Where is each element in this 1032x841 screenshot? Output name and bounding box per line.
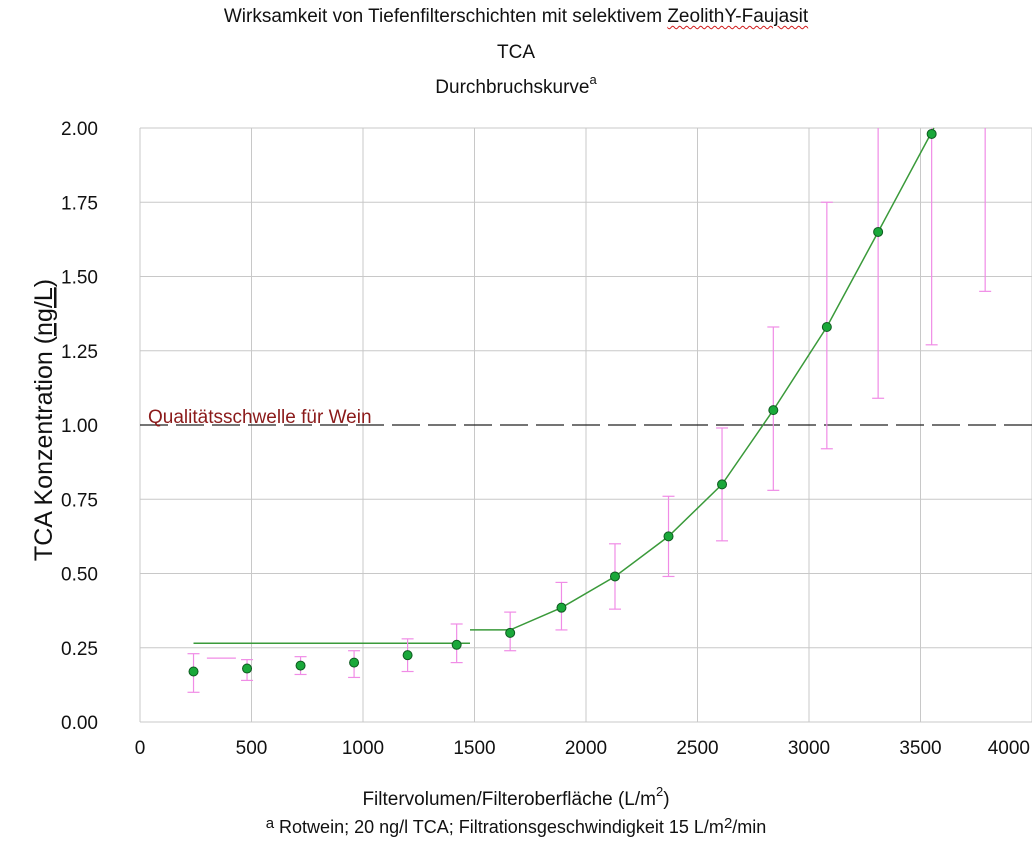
x-tick-label-7: 3500 (899, 738, 941, 759)
x-tick-label-0: 0 (135, 738, 146, 759)
x-tick-label-1: 500 (236, 738, 268, 759)
chart-title-line2: TCA (497, 42, 535, 63)
x-axis-label-superscript: 2 (655, 784, 664, 799)
data-point-14 (926, 128, 937, 139)
y-tick-label-0: 0.00 (61, 713, 98, 734)
title-line1-flagged-word: ZeolithY-Faujasit (667, 6, 809, 27)
data-point-7 (556, 602, 567, 613)
y-axis-label-suffix: ) (30, 279, 58, 287)
y-axis-label-prefix: TCA Konzentration ( (30, 335, 58, 561)
y-axis-label: TCA Konzentration (ng/L) (30, 279, 58, 561)
x-tick-label-2: 1000 (342, 738, 384, 759)
y-tick-label-7: 1.75 (61, 193, 98, 214)
title-line3-text: Durchbruchskurve (435, 77, 590, 98)
fit-line-segment-1 (470, 127, 935, 631)
x-axis-label: Filtervolumen/Filteroberfläche (L/m2) (0, 784, 1032, 811)
y-tick-label-2: 0.50 (61, 565, 98, 586)
y-tick-label-3: 0.75 (61, 490, 98, 511)
footnote: a Rotwein; 20 ng/l TCA; Filtrationsgesch… (0, 815, 1032, 838)
x-axis-label-end: ) (663, 789, 670, 810)
x-tick-label-5: 2500 (676, 738, 718, 759)
chart-title-line1: Wirksamkeit von Tiefenfilterschichten mi… (0, 6, 1032, 28)
y-axis-label-unit: ng/L (30, 287, 58, 336)
error-bar-13 (872, 128, 885, 399)
data-point-1 (242, 663, 253, 674)
y-tick-label-8: 2.00 (61, 119, 98, 140)
y-tick-label-5: 1.25 (61, 342, 98, 363)
title-line3-superscript: a (589, 72, 597, 87)
error-bar-14 (925, 128, 938, 346)
chart-title-line3: Durchbruchskurvea (0, 72, 1032, 99)
data-point-2 (295, 660, 306, 671)
title-line1-prefix: Wirksamkeit von Tiefenfilterschichten mi… (223, 6, 668, 27)
x-tick-label-6: 3000 (788, 738, 830, 759)
y-tick-label-6: 1.50 (61, 268, 98, 289)
x-tick-label-8: 4000 (988, 738, 1030, 759)
x-tick-label-3: 1500 (453, 738, 495, 759)
error-bar-15 (979, 128, 992, 292)
data-point-8 (609, 571, 620, 582)
threshold-label: Qualitätsschwelle für Wein (148, 407, 372, 428)
data-point-12 (821, 321, 832, 332)
data-point-5 (451, 639, 462, 650)
data-point-3 (349, 657, 360, 668)
footnote-end: /min (732, 817, 767, 837)
data-points (188, 128, 937, 677)
data-point-4 (402, 650, 413, 661)
y-tick-label-4: 1.00 (61, 416, 98, 437)
data-point-13 (873, 226, 884, 237)
data-point-11 (768, 405, 779, 416)
y-tick-labels: 0.00 0.25 0.50 0.75 1.00 1.25 1.50 1.75 2.00 (61, 119, 98, 734)
data-point-10 (717, 479, 728, 490)
footnote-text: Rotwein; 20 ng/l TCA; Filtrationsgeschwi… (274, 817, 724, 837)
footnote-superscript: 2 (723, 815, 733, 832)
x-tick-label-4: 2000 (565, 738, 607, 759)
x-tick-labels: 0 500 1000 1500 2000 2500 3000 3500 4000 (135, 738, 1030, 759)
threshold-group: Qualitätsschwelle für Wein (140, 407, 1032, 428)
fit-lines (193, 127, 935, 645)
data-point-6 (505, 627, 516, 638)
data-point-0 (188, 666, 199, 677)
footnote-mark: a (265, 815, 275, 832)
x-axis-label-text: Filtervolumen/Filteroberfläche (L/m (362, 789, 656, 810)
y-tick-label-1: 0.25 (61, 639, 98, 660)
data-point-9 (663, 531, 674, 542)
